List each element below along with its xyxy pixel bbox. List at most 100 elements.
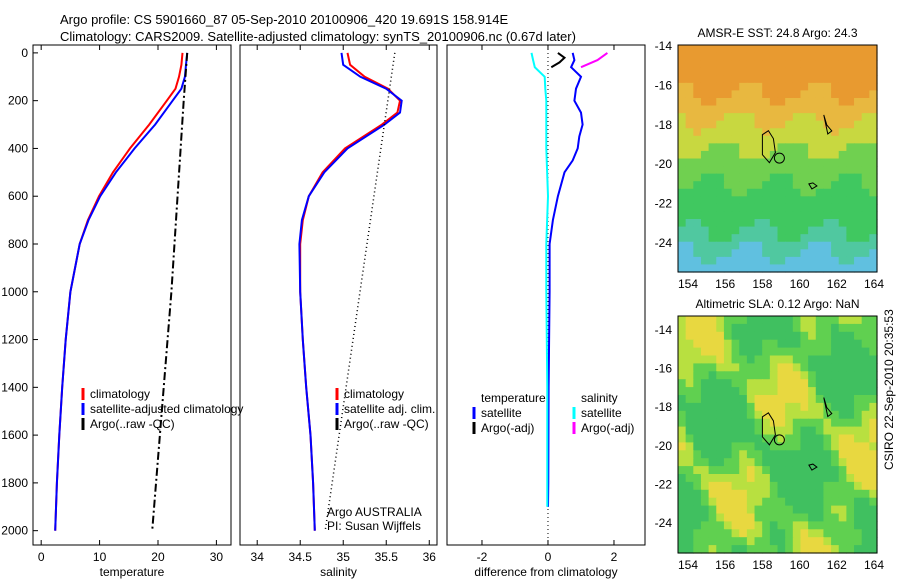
map-cell xyxy=(678,52,687,61)
map-cell xyxy=(685,82,694,91)
map-cell xyxy=(869,188,878,197)
map-cell xyxy=(731,143,740,152)
map-cell xyxy=(808,410,817,420)
series-line-satellite-adjusted-climatology xyxy=(54,52,189,531)
map-cell xyxy=(693,481,702,491)
map-cell xyxy=(739,203,748,213)
map-cell xyxy=(685,226,694,235)
map-cell xyxy=(785,45,794,54)
map-cell xyxy=(831,497,840,507)
map-cell xyxy=(777,52,786,61)
map-cell xyxy=(678,489,687,499)
map-cell xyxy=(861,211,870,220)
map-cell xyxy=(754,339,763,349)
map-cell xyxy=(831,135,840,144)
map-cell xyxy=(854,387,863,396)
map-cell xyxy=(861,505,870,515)
map-cell xyxy=(846,497,855,507)
y-tick-label: 2000 xyxy=(1,524,28,538)
map-cell xyxy=(792,442,802,451)
map-cell xyxy=(723,410,733,420)
map-cell xyxy=(861,426,870,436)
map-cell xyxy=(846,442,855,451)
map-cell xyxy=(708,434,717,443)
map-cell xyxy=(762,450,771,459)
map-cell xyxy=(708,256,717,266)
map-cell xyxy=(693,52,702,61)
lon-tick-label: 158 xyxy=(752,277,772,291)
x-tick-label: 35.5 xyxy=(375,550,399,564)
map-cell xyxy=(838,395,847,404)
map-cell xyxy=(769,173,779,182)
map-cell xyxy=(777,60,786,69)
map-cell xyxy=(831,196,840,205)
map-cell xyxy=(831,120,840,129)
map-cell xyxy=(777,339,786,349)
map-cell xyxy=(746,355,756,364)
map-cell xyxy=(746,75,756,84)
map-cell xyxy=(723,67,733,76)
map-cell xyxy=(785,52,794,61)
map-cell xyxy=(685,150,694,160)
map-cell xyxy=(746,143,756,152)
map-cell xyxy=(815,323,825,333)
map-cell xyxy=(693,347,702,357)
map-cell xyxy=(731,150,740,160)
map-cell xyxy=(693,355,702,364)
map-cell xyxy=(838,458,847,467)
map-cell xyxy=(861,219,870,228)
map-cell xyxy=(731,489,740,499)
map-cell xyxy=(762,371,771,380)
map-cell xyxy=(800,128,809,137)
map-cell xyxy=(846,181,855,190)
map-cell xyxy=(700,434,710,443)
map-cell xyxy=(808,331,817,341)
map-cell xyxy=(762,75,771,84)
map-cell xyxy=(808,505,817,515)
map-cell xyxy=(723,158,733,167)
map-cell xyxy=(838,521,847,530)
map-cell xyxy=(869,395,878,404)
map-cell xyxy=(785,60,794,69)
map-cell xyxy=(685,234,694,243)
map-cell xyxy=(831,75,840,84)
map-cell xyxy=(723,497,733,507)
map-cell xyxy=(731,323,740,333)
map-cell xyxy=(815,166,825,175)
map-cell xyxy=(846,466,855,475)
map-cell xyxy=(716,90,725,99)
map-cell xyxy=(693,143,702,152)
map-cell xyxy=(792,173,802,182)
map-cell xyxy=(739,173,748,182)
map-cell xyxy=(693,113,702,122)
map-cell xyxy=(700,128,710,137)
map-cell xyxy=(785,264,794,273)
map-cell xyxy=(815,120,825,129)
map-cell xyxy=(815,545,825,554)
map-cell xyxy=(846,226,855,235)
map-cell xyxy=(785,203,794,213)
map-cell xyxy=(746,135,756,144)
map-cell xyxy=(700,135,710,144)
map-cell xyxy=(754,481,763,491)
map-cell xyxy=(854,410,863,420)
map-cell xyxy=(808,395,817,404)
map-cell xyxy=(754,219,763,228)
map-cell xyxy=(769,426,779,436)
map-cell xyxy=(769,90,779,99)
map-cell xyxy=(846,264,855,273)
map-cell xyxy=(861,264,870,273)
map-cell xyxy=(823,458,832,467)
map-cell xyxy=(746,458,756,467)
map-cell xyxy=(723,347,733,357)
map-cell xyxy=(838,316,847,325)
map-cell xyxy=(777,418,786,428)
map-cell xyxy=(846,60,855,69)
map-cell xyxy=(731,166,740,175)
map-cell xyxy=(785,75,794,84)
map-cell xyxy=(708,363,717,372)
map-cell xyxy=(808,226,817,235)
y-tick-label: 1000 xyxy=(1,285,28,299)
map-cell xyxy=(838,67,847,76)
